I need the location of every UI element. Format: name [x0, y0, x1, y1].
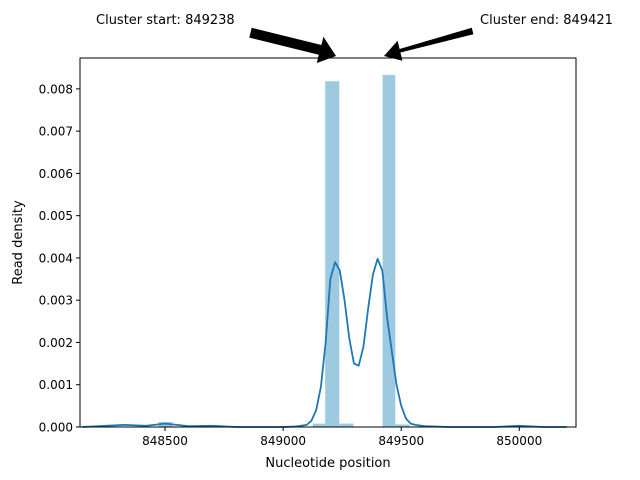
y-tick-label: 0.004	[39, 251, 73, 265]
annotation-cluster-start: Cluster start: 849238	[96, 13, 336, 63]
histogram-bar	[382, 74, 396, 427]
annotation-start-label: Cluster start: 849238	[96, 13, 235, 28]
y-tick-label: 0.008	[39, 82, 73, 96]
histogram-bar	[325, 81, 340, 427]
y-tick-label: 0.003	[39, 294, 73, 308]
x-axis-label: Nucleotide position	[265, 456, 390, 471]
annotation-end-arrow	[384, 27, 474, 61]
annotation-start-arrow	[249, 27, 336, 63]
annotation-cluster-end: Cluster end: 849421	[384, 13, 613, 61]
y-tick-label: 0.002	[39, 336, 73, 350]
y-tick-label: 0.001	[39, 378, 73, 392]
y-ticks: 0.000 0.001 0.002 0.003 0.004 0.005 0.006 0.007…	[39, 82, 80, 435]
y-tick-label: 0.006	[39, 167, 73, 181]
kde-curve	[82, 257, 567, 428]
kde-curve-layer	[82, 257, 567, 428]
x-tick-label: 848500	[142, 434, 188, 448]
histogram-bar	[395, 424, 410, 427]
histogram-bars	[158, 74, 410, 427]
x-tick-label: 849500	[378, 434, 424, 448]
x-tick-label: 850000	[496, 434, 542, 448]
histogram-bar	[312, 423, 326, 427]
annotation-end-label: Cluster end: 849421	[480, 13, 613, 28]
y-tick-label: 0.007	[39, 125, 73, 139]
y-tick-label: 0.000	[39, 421, 73, 435]
histogram-bar	[339, 423, 354, 427]
x-tick-label: 849000	[260, 434, 306, 448]
x-ticks: 848500 849000 849500 850000	[142, 427, 542, 448]
y-axis-label: Read density	[11, 200, 26, 285]
y-tick-label: 0.005	[39, 209, 73, 223]
